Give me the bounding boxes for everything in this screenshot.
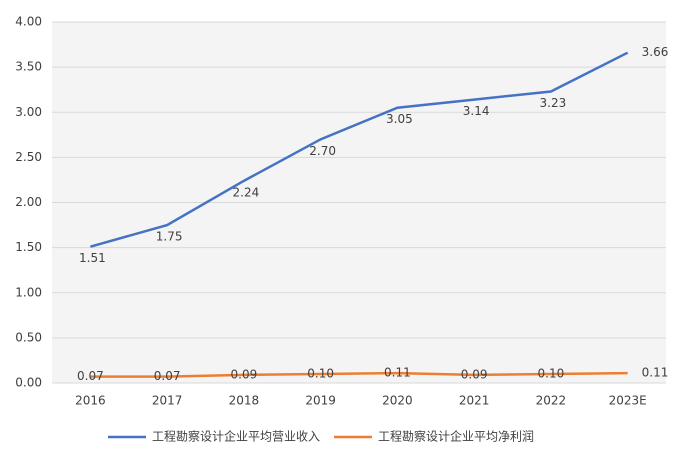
- data-label: 0.10: [538, 366, 565, 380]
- y-tick-label: 1.50: [15, 240, 42, 254]
- x-tick-label: 2019: [305, 394, 336, 408]
- x-tick-label: 2020: [382, 394, 413, 408]
- data-label: 0.11: [384, 366, 411, 380]
- y-tick-label: 3.00: [15, 105, 42, 119]
- data-label: 3.14: [463, 104, 490, 118]
- data-label: 3.23: [540, 96, 567, 110]
- data-label: 2.70: [309, 144, 336, 158]
- x-tick-label: 2016: [75, 394, 106, 408]
- y-tick-label: 2.00: [15, 195, 42, 209]
- data-label: 0.07: [77, 369, 104, 383]
- x-tick-label: 2021: [459, 394, 490, 408]
- data-label: 0.11: [642, 366, 669, 380]
- data-label: 3.66: [642, 45, 669, 59]
- data-label: 2.24: [233, 185, 260, 199]
- y-tick-label: 1.00: [15, 285, 42, 299]
- x-tick-label: 2022: [536, 394, 567, 408]
- y-tick-label: 4.00: [15, 15, 42, 29]
- data-label: 0.07: [154, 369, 181, 383]
- data-label: 3.05: [386, 112, 413, 126]
- y-tick-label: 3.50: [15, 60, 42, 74]
- y-tick-label: 0.00: [15, 376, 42, 390]
- y-tick-label: 0.50: [15, 330, 42, 344]
- legend-label: 工程勘察设计企业平均营业收入: [152, 429, 320, 444]
- series-line: [90, 51, 629, 248]
- series-line: [90, 371, 628, 378]
- data-label: 1.75: [156, 230, 183, 244]
- x-tick-label: 2018: [229, 394, 260, 408]
- x-tick-label: 2023E: [609, 394, 647, 408]
- data-label: 1.51: [79, 251, 106, 265]
- y-tick-label: 2.50: [15, 150, 42, 164]
- legend-label: 工程勘察设计企业平均净利润: [378, 429, 534, 444]
- data-label: 0.10: [307, 366, 334, 380]
- data-label: 0.09: [231, 367, 258, 381]
- data-label: 0.09: [461, 367, 488, 381]
- x-tick-label: 2017: [152, 394, 183, 408]
